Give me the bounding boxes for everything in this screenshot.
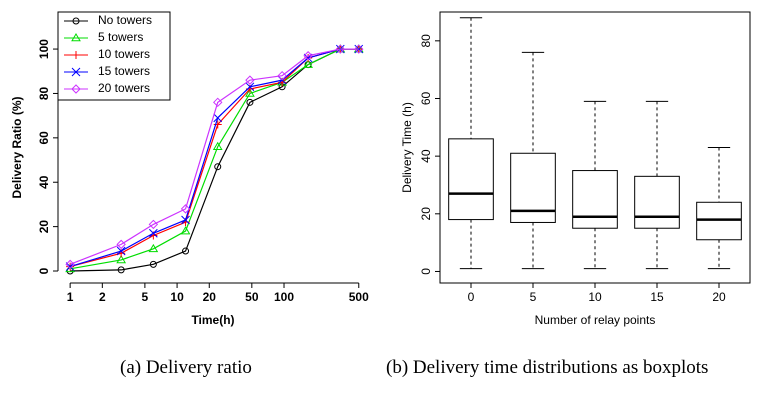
- legend-label: 15 towers: [98, 64, 150, 78]
- y-tick-label: 80: [37, 86, 51, 100]
- legend-label: 10 towers: [98, 47, 150, 61]
- marker: [303, 59, 313, 68]
- marker: [72, 17, 80, 25]
- marker: [277, 70, 287, 81]
- box: [448, 138, 494, 221]
- marker: [214, 163, 222, 171]
- axes: 0 20 40 60 80 100 1 2 5 10 20 50 100 500 Time(h) Delive…: [10, 39, 369, 327]
- x-tick-label: 1: [67, 290, 74, 304]
- marker: [335, 44, 346, 54]
- x-tick-label: 2: [99, 290, 106, 304]
- y-tick-label: 80: [419, 34, 433, 48]
- legend-label: 20 towers: [98, 81, 150, 95]
- caption: (a) Delivery ratio: [120, 357, 252, 378]
- x-tick-label: 20: [712, 290, 726, 304]
- marker: [354, 44, 364, 54]
- marker: [181, 215, 190, 225]
- marker: [245, 75, 255, 85]
- y-axis-label: Delivery Time (h): [400, 102, 414, 193]
- marker: [354, 44, 364, 54]
- x-axis-label: Time(h): [191, 313, 234, 327]
- marker: [182, 247, 190, 255]
- marker: [212, 141, 223, 151]
- marker: [148, 243, 159, 253]
- y-tick-label: 100: [37, 39, 51, 59]
- marker: [148, 219, 159, 230]
- marker: [245, 88, 255, 97]
- y-tick-label: 60: [37, 131, 51, 145]
- marker: [303, 51, 313, 61]
- marker: [116, 246, 126, 256]
- x-tick-label: 5: [142, 290, 149, 304]
- x-tick-label: 500: [349, 290, 369, 304]
- marker: [71, 33, 81, 42]
- box: [634, 175, 680, 229]
- marker: [116, 254, 127, 264]
- legend-box: [57, 11, 171, 101]
- marker: [245, 82, 255, 92]
- y-tick-label: 60: [419, 91, 433, 105]
- marker: [71, 67, 81, 77]
- marker: [180, 204, 191, 214]
- y-tick-label: 20: [37, 220, 51, 234]
- box: [572, 170, 618, 229]
- marker: [149, 228, 158, 238]
- marker: [72, 51, 80, 59]
- series-line: [70, 48, 359, 270]
- marker: [71, 84, 81, 94]
- box: [696, 201, 742, 241]
- marker: [180, 226, 191, 235]
- legend-label: No towers: [98, 13, 152, 27]
- series-line: [69, 48, 359, 265]
- y-tick-label: 0: [37, 267, 51, 274]
- marker: [213, 97, 223, 108]
- y-tick-label: 0: [419, 268, 433, 275]
- marker: [65, 259, 75, 270]
- x-tick-label: 15: [650, 290, 664, 304]
- y-tick-label: 20: [419, 207, 433, 221]
- x-tick-label: 20: [203, 290, 217, 304]
- y-tick-label: 40: [419, 149, 433, 163]
- caption: (b) Delivery time distributions as boxpl…: [386, 357, 709, 378]
- x-tick-label: 10: [588, 290, 602, 304]
- y-axis-label: Delivery Ratio (%): [10, 96, 24, 198]
- y-tick-label: 40: [37, 175, 51, 189]
- marker: [117, 266, 125, 274]
- series-line: [69, 48, 359, 268]
- x-tick-label: 100: [274, 290, 294, 304]
- marker: [149, 260, 157, 268]
- legend-label: 5 towers: [98, 30, 143, 44]
- marker: [246, 98, 254, 106]
- marker: [116, 239, 126, 250]
- x-tick-label: 0: [468, 290, 475, 304]
- x-axis-label: Number of relay points: [535, 313, 656, 327]
- x-tick-label: 5: [530, 290, 537, 304]
- marker: [213, 113, 223, 123]
- x-tick-label: 10: [170, 290, 184, 304]
- x-tick-label: 50: [245, 290, 259, 304]
